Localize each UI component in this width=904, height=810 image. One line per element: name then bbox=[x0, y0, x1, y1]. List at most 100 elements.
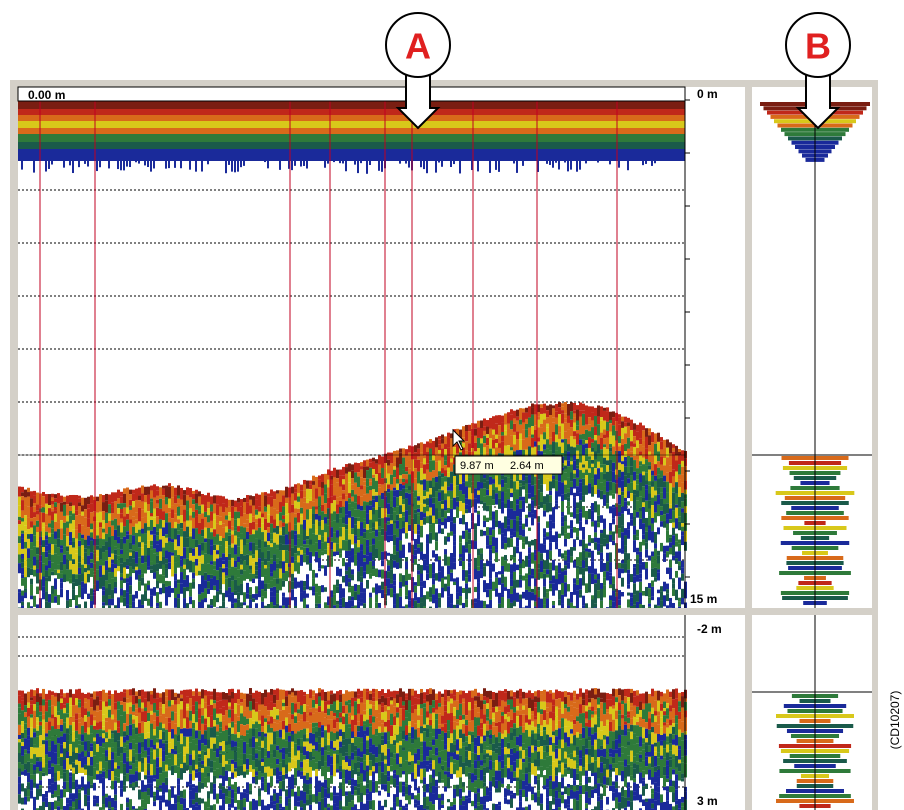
echo-return bbox=[567, 423, 570, 430]
echo-return bbox=[417, 449, 420, 457]
echo-return bbox=[150, 550, 153, 562]
echo-return bbox=[510, 579, 513, 586]
echo-return bbox=[609, 420, 612, 423]
echo-return bbox=[441, 473, 444, 477]
echo-return bbox=[129, 749, 132, 761]
echo-return bbox=[621, 495, 624, 507]
echo-return bbox=[396, 529, 399, 537]
echo-return bbox=[585, 557, 588, 567]
surface-noise bbox=[378, 160, 380, 171]
echo-return bbox=[48, 721, 51, 730]
echo-return bbox=[270, 543, 273, 547]
echo-return bbox=[117, 498, 120, 503]
echo-return bbox=[366, 580, 369, 589]
echo-return bbox=[621, 421, 624, 428]
echo-return bbox=[177, 507, 180, 516]
echo-return bbox=[219, 525, 222, 536]
echo-return bbox=[258, 512, 261, 519]
echo-return bbox=[135, 691, 138, 695]
echo-return bbox=[66, 728, 69, 733]
echo-return bbox=[276, 510, 279, 514]
echo-return bbox=[147, 504, 150, 511]
echo-return bbox=[75, 606, 78, 608]
echo-return bbox=[72, 513, 75, 520]
echo-return bbox=[30, 718, 33, 728]
echo-return bbox=[45, 532, 48, 536]
echo-return bbox=[318, 521, 321, 526]
echo-return bbox=[336, 580, 339, 587]
echo-return bbox=[63, 769, 66, 773]
echo-return bbox=[552, 518, 555, 522]
echo-return bbox=[42, 699, 45, 705]
echo-return bbox=[105, 770, 108, 778]
echo-return bbox=[54, 782, 57, 791]
echo-return bbox=[201, 600, 204, 608]
echo-return bbox=[381, 582, 384, 590]
echo-return bbox=[249, 600, 252, 608]
echo-return bbox=[297, 497, 300, 502]
echo-return bbox=[447, 437, 450, 447]
echo-return bbox=[405, 596, 408, 599]
echo-return bbox=[576, 430, 579, 433]
echo-return bbox=[207, 575, 210, 581]
surface-noise bbox=[237, 160, 239, 172]
echo-return bbox=[48, 802, 51, 810]
echo-return bbox=[192, 723, 195, 729]
echo-return bbox=[555, 442, 558, 451]
echo-return bbox=[318, 479, 321, 487]
echo-return bbox=[561, 403, 564, 406]
echo-return bbox=[531, 481, 534, 486]
echo-return bbox=[360, 522, 363, 531]
echo-return bbox=[174, 550, 177, 556]
echo-return bbox=[153, 796, 156, 802]
echo-return bbox=[495, 538, 498, 549]
echo-return bbox=[462, 483, 465, 494]
echo-return bbox=[174, 556, 177, 562]
echo-return bbox=[153, 801, 156, 806]
echo-return bbox=[603, 458, 606, 464]
echo-return bbox=[30, 690, 33, 698]
echo-return bbox=[372, 515, 375, 523]
echo-return bbox=[165, 765, 168, 771]
echo-return bbox=[165, 538, 168, 543]
echo-return bbox=[165, 550, 168, 558]
echo-return bbox=[399, 529, 402, 540]
echo-return bbox=[186, 538, 189, 547]
echo-return bbox=[447, 496, 450, 507]
echo-return bbox=[573, 414, 576, 418]
echo-return bbox=[225, 520, 228, 527]
echo-return bbox=[168, 542, 171, 552]
echo-return bbox=[324, 523, 327, 532]
echo-return bbox=[75, 579, 78, 586]
echo-return bbox=[408, 574, 411, 580]
echo-return bbox=[102, 602, 105, 606]
surface-noise bbox=[405, 160, 407, 164]
echo-return bbox=[552, 535, 555, 542]
echo-return bbox=[42, 513, 45, 523]
echo-return bbox=[642, 472, 645, 476]
echo-return bbox=[174, 574, 177, 581]
echo-return bbox=[75, 499, 78, 510]
echo-return bbox=[261, 597, 264, 602]
echo-return bbox=[393, 580, 396, 585]
echo-return bbox=[474, 423, 477, 428]
echo-return bbox=[549, 481, 552, 490]
echo-return bbox=[186, 510, 189, 520]
echo-return bbox=[396, 551, 399, 562]
echo-return bbox=[162, 527, 165, 536]
echo-return bbox=[603, 408, 606, 411]
surface-noise bbox=[123, 160, 125, 170]
echo-return bbox=[51, 783, 54, 794]
echo-return bbox=[111, 798, 114, 807]
echo-return bbox=[549, 425, 552, 437]
echo-return bbox=[654, 495, 657, 501]
echo-return bbox=[336, 482, 339, 490]
echo-return bbox=[84, 795, 87, 806]
echo-return bbox=[459, 561, 462, 566]
echo-return bbox=[195, 738, 198, 744]
echo-return bbox=[627, 418, 630, 423]
echo-return bbox=[135, 716, 138, 727]
echo-return bbox=[273, 528, 276, 533]
echo-return bbox=[24, 797, 27, 805]
echo-return bbox=[21, 568, 24, 575]
